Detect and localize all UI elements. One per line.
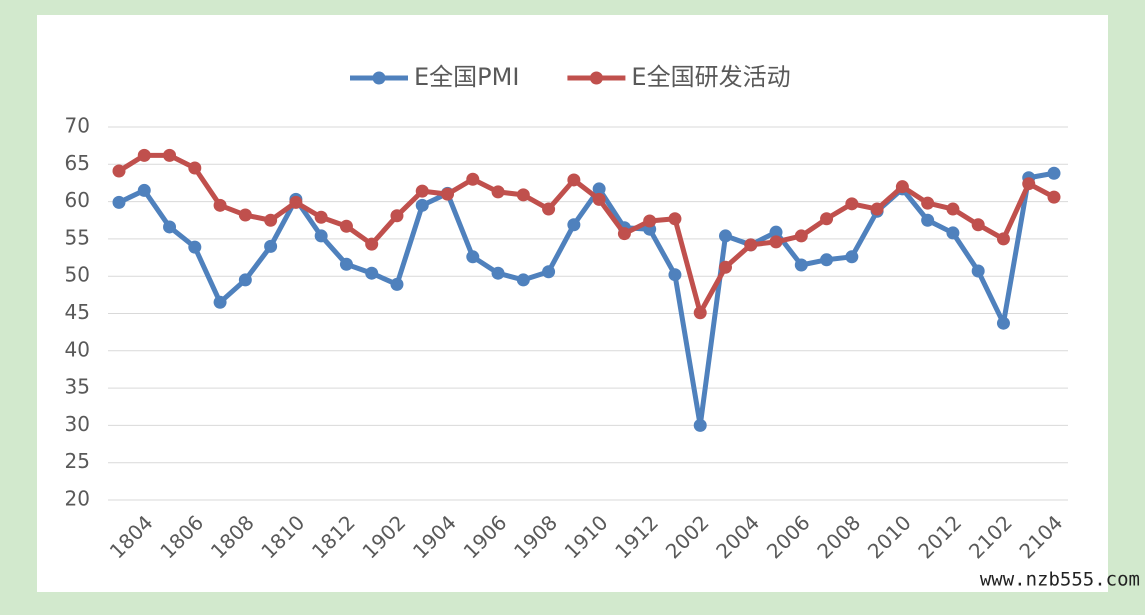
data-point: [365, 237, 379, 251]
data-point: [794, 258, 808, 272]
data-point: [112, 195, 126, 209]
data-point: [163, 220, 177, 234]
data-point: [289, 195, 303, 209]
data-point: [718, 229, 732, 243]
y-tick-label: 65: [65, 151, 90, 175]
y-tick-label: 45: [65, 300, 90, 324]
data-point: [996, 232, 1010, 246]
data-point: [921, 213, 935, 227]
data-point: [491, 266, 505, 280]
legend-marker: [372, 71, 386, 85]
data-point: [1047, 190, 1061, 204]
data-point: [820, 253, 834, 267]
y-tick-label: 70: [65, 114, 90, 138]
data-point: [466, 250, 480, 264]
data-point: [516, 188, 530, 202]
data-point: [718, 260, 732, 274]
data-point: [188, 161, 202, 175]
y-tick-label: 20: [65, 487, 90, 511]
y-tick-label: 40: [65, 337, 90, 361]
data-point: [971, 264, 985, 278]
legend-marker: [589, 71, 603, 85]
data-point: [845, 250, 859, 264]
data-point: [415, 198, 429, 212]
data-point: [415, 184, 429, 198]
data-point: [769, 225, 783, 239]
data-point: [946, 202, 960, 216]
data-point: [188, 240, 202, 254]
data-point: [542, 202, 556, 216]
data-point: [339, 257, 353, 271]
data-point: [516, 273, 530, 287]
data-point: [213, 295, 227, 309]
data-point: [921, 196, 935, 210]
data-point: [441, 187, 455, 201]
data-point: [870, 202, 884, 216]
data-point: [466, 172, 480, 186]
legend-label: E全国PMI: [414, 63, 519, 91]
data-point: [314, 229, 328, 243]
data-point: [744, 238, 758, 252]
data-point: [592, 182, 606, 196]
legend-label: E全国研发活动: [631, 63, 790, 91]
data-point: [1047, 166, 1061, 180]
y-tick-label: 25: [65, 449, 90, 473]
data-point: [365, 266, 379, 280]
data-point: [895, 180, 909, 194]
data-point: [339, 219, 353, 233]
y-tick-label: 55: [65, 225, 90, 249]
data-point: [996, 316, 1010, 330]
data-point: [390, 209, 404, 223]
chart-panel: [37, 15, 1108, 592]
data-point: [668, 268, 682, 282]
data-point: [112, 164, 126, 178]
data-point: [390, 277, 404, 291]
data-point: [769, 235, 783, 249]
data-point: [971, 218, 985, 232]
data-point: [264, 213, 278, 227]
data-point: [491, 185, 505, 199]
y-tick-label: 35: [65, 375, 90, 399]
data-point: [693, 306, 707, 320]
data-point: [238, 208, 252, 222]
data-point: [213, 198, 227, 212]
data-point: [617, 227, 631, 241]
data-point: [820, 212, 834, 226]
data-point: [542, 265, 556, 279]
data-point: [1022, 177, 1036, 191]
data-point: [794, 229, 808, 243]
y-tick-label: 50: [65, 263, 90, 287]
data-point: [845, 197, 859, 211]
watermark: www.nzb555.com: [980, 569, 1140, 591]
data-point: [567, 218, 581, 232]
y-tick-label: 60: [65, 188, 90, 212]
data-point: [668, 212, 682, 226]
data-point: [314, 210, 328, 224]
data-point: [693, 418, 707, 432]
data-point: [567, 173, 581, 187]
data-point: [238, 273, 252, 287]
data-point: [592, 192, 606, 206]
y-tick-label: 30: [65, 412, 90, 436]
data-point: [264, 239, 278, 253]
data-point: [137, 183, 151, 197]
data-point: [946, 226, 960, 240]
data-point: [137, 148, 151, 162]
data-point: [643, 214, 657, 228]
data-point: [163, 148, 177, 162]
